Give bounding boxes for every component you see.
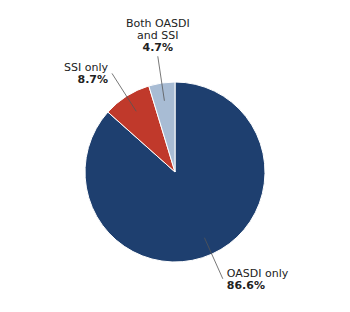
- labels: OASDI only86.6%SSI only8.7%Both OASDIand…: [64, 17, 289, 292]
- slice-label: Both OASDIand SSI: [126, 17, 190, 42]
- data-label: 86.6%: [227, 279, 265, 292]
- leader-line: [204, 238, 222, 279]
- pie-slice: [85, 82, 265, 262]
- pie: [85, 82, 265, 262]
- leader-line: [112, 73, 136, 111]
- data-label: 4.7%: [143, 41, 174, 54]
- data-label: 8.7%: [77, 73, 108, 86]
- leader-line: [158, 56, 165, 101]
- chart: OASDI only86.6%SSI only8.7%Both OASDIand…: [0, 0, 350, 312]
- pie-slice: [149, 82, 175, 172]
